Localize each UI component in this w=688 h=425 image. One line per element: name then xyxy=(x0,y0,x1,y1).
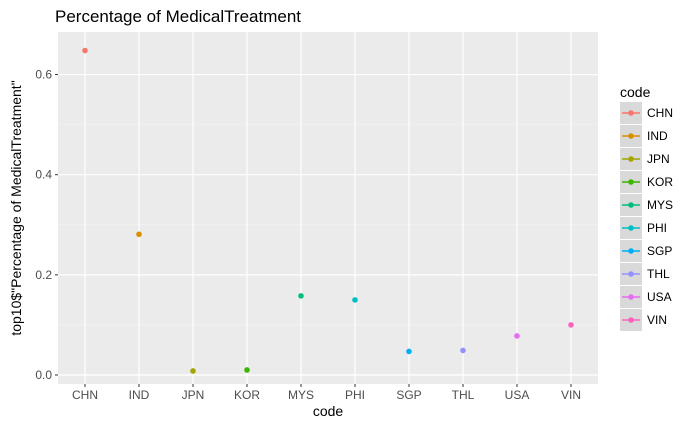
data-point xyxy=(514,333,520,339)
data-point xyxy=(190,368,196,374)
data-point xyxy=(406,348,412,355)
legend-label: JPN xyxy=(647,152,670,166)
x-tick-label: SGP xyxy=(396,388,421,402)
data-point xyxy=(136,231,142,238)
data-points xyxy=(82,47,574,374)
data-point xyxy=(460,347,466,354)
legend-label: CHN xyxy=(647,106,673,120)
y-tick-label: 0.4 xyxy=(35,168,52,182)
legend-title: code xyxy=(620,84,651,100)
legend-key-point xyxy=(628,179,634,185)
legend-key-point xyxy=(628,225,634,231)
x-axis: CHN IND JPN KOR MYS PHI SGP THL USA VIN xyxy=(72,384,581,402)
x-tick-label: MYS xyxy=(288,388,314,402)
legend-label: MYS xyxy=(647,198,673,212)
legend-label: IND xyxy=(647,129,668,143)
x-tick-label: VIN xyxy=(561,388,581,402)
legend-key-point xyxy=(628,248,634,254)
chart-title: Percentage of MedicalTreatment xyxy=(55,7,301,26)
x-tick-label: IND xyxy=(129,388,150,402)
legend-label: SGP xyxy=(647,244,672,258)
legend-label: THL xyxy=(647,267,670,281)
legend-label: KOR xyxy=(647,175,673,189)
y-tick-label: 0.6 xyxy=(35,68,52,82)
plot-panel xyxy=(58,32,598,384)
data-point xyxy=(82,47,88,54)
y-tick-label: 0.0 xyxy=(35,368,52,382)
x-axis-title: code xyxy=(313,403,344,419)
y-axis-title: top10$"Percentage of MedicalTreatment" xyxy=(8,80,24,335)
legend: code CHN IND JPN KOR MYS PHI SGP THL USA VIN xyxy=(620,84,673,331)
data-point xyxy=(352,297,358,303)
data-point xyxy=(568,322,574,328)
legend-key-point xyxy=(628,317,634,323)
x-tick-label: USA xyxy=(505,388,530,402)
x-tick-label: CHN xyxy=(72,388,98,402)
grid xyxy=(58,32,598,384)
legend-key-point xyxy=(628,294,634,300)
y-axis: 0.0 0.2 0.4 0.6 xyxy=(35,68,58,382)
x-tick-label: THL xyxy=(452,388,475,402)
legend-label: USA xyxy=(647,290,672,304)
legend-key-point xyxy=(628,133,634,139)
legend-label: VIN xyxy=(647,313,667,327)
data-point xyxy=(298,293,304,299)
legend-key-point xyxy=(628,110,634,116)
x-tick-label: KOR xyxy=(234,388,260,402)
legend-label: PHI xyxy=(647,221,667,235)
legend-key-point xyxy=(628,271,634,277)
data-point xyxy=(244,367,250,373)
y-tick-label: 0.2 xyxy=(35,268,52,282)
legend-key-point xyxy=(628,202,634,208)
x-tick-label: JPN xyxy=(182,388,205,402)
x-tick-label: PHI xyxy=(345,388,365,402)
legend-key-point xyxy=(628,156,634,162)
